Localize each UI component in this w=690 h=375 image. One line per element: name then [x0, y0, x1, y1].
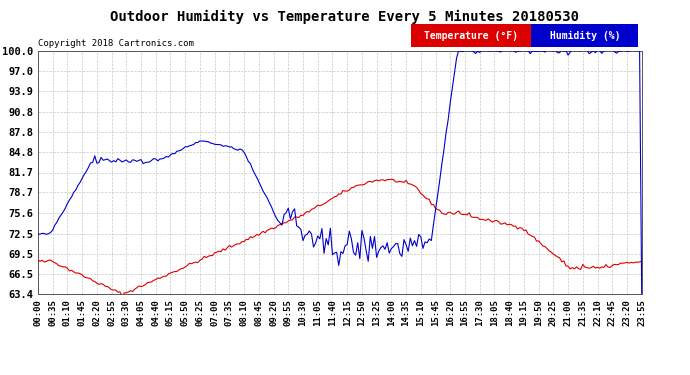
Text: Humidity (%): Humidity (%) — [549, 31, 620, 40]
Text: Temperature (°F): Temperature (°F) — [424, 31, 518, 40]
Text: Copyright 2018 Cartronics.com: Copyright 2018 Cartronics.com — [38, 39, 194, 48]
Text: Outdoor Humidity vs Temperature Every 5 Minutes 20180530: Outdoor Humidity vs Temperature Every 5 … — [110, 9, 580, 24]
